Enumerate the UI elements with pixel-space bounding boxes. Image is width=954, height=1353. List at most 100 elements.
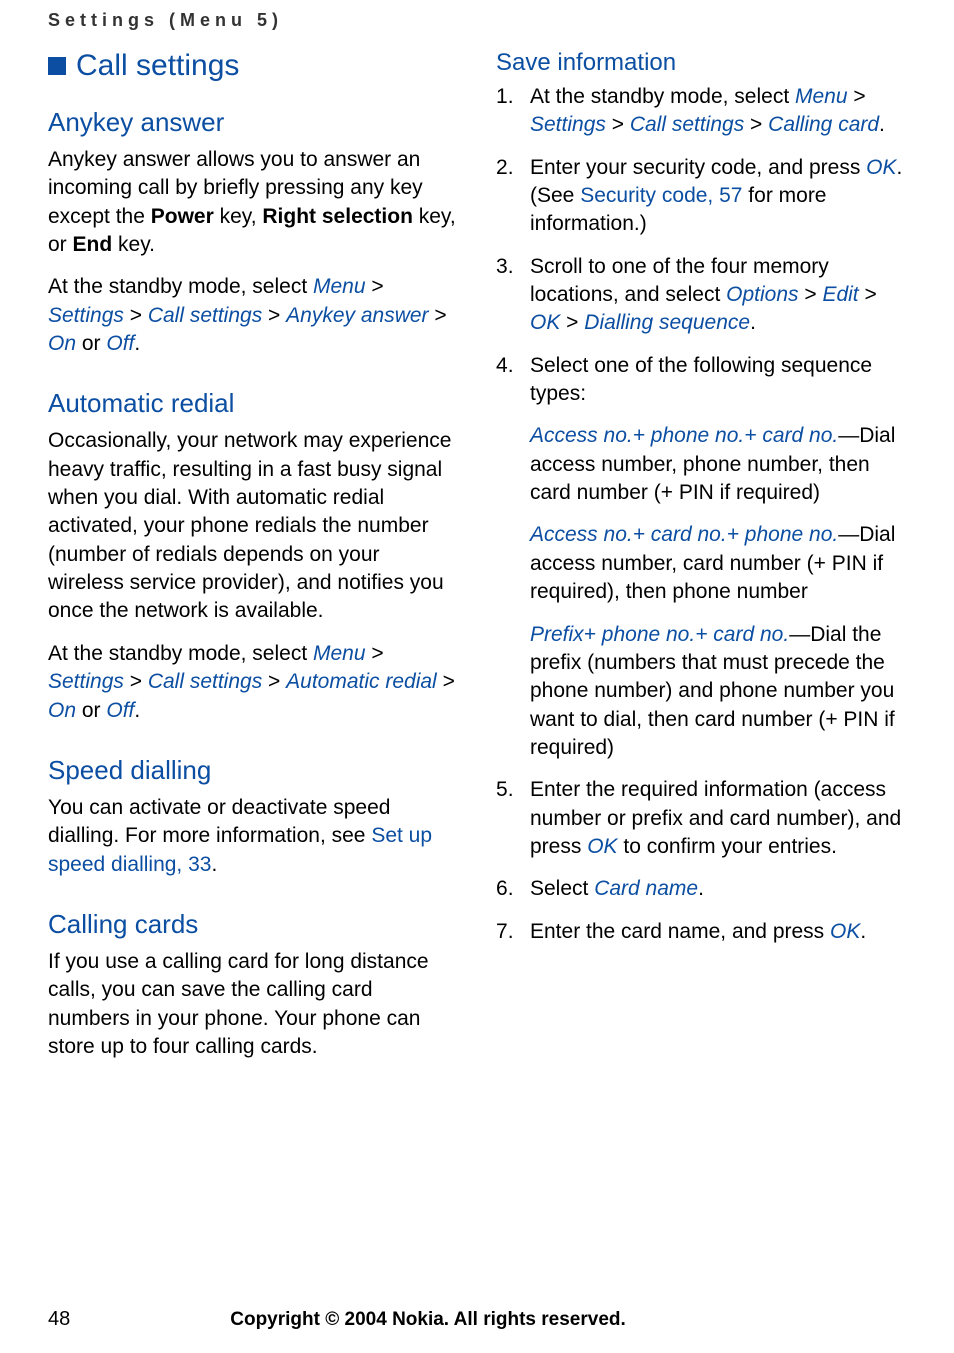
page-breadcrumb: Settings (Menu 5) [48, 10, 906, 31]
edit-link: Edit [822, 283, 858, 306]
text: > [429, 304, 447, 327]
seq3-title: Prefix+ phone no.+ card no. [530, 623, 789, 646]
anykey-paragraph-2: At the standby mode, select Menu > Setti… [48, 273, 458, 358]
two-column-layout: Call settings Anykey answer Anykey answe… [48, 49, 906, 1081]
copyright-text: Copyright © 2004 Nokia. All rights reser… [230, 1309, 626, 1331]
text: > [560, 311, 584, 334]
text: . [134, 332, 140, 355]
text: > [859, 283, 877, 306]
text: > [606, 113, 630, 136]
anykey-heading: Anykey answer [48, 107, 458, 138]
step-6: Select Card name. [496, 875, 906, 903]
automatic-redial-heading: Automatic redial [48, 388, 458, 419]
automatic-redial-link: Automatic redial [286, 670, 437, 693]
off-option: Off [106, 699, 134, 722]
calling-cards-heading: Calling cards [48, 909, 458, 940]
end-key-label: End [73, 233, 113, 256]
menu-link: Menu [313, 275, 366, 298]
text: Select one of the following sequence typ… [530, 354, 872, 405]
text: . [879, 113, 885, 136]
text: . [698, 877, 704, 900]
auto-paragraph-1: Occasionally, your network may experienc… [48, 427, 458, 625]
ok-label: OK [866, 156, 896, 179]
text: Enter the card name, and press [530, 920, 830, 943]
calling-cards-block: Calling cards If you use a calling card … [48, 909, 458, 1061]
text: > [848, 85, 866, 108]
dialling-sequence-link: Dialling sequence [584, 311, 750, 334]
cards-paragraph-1: If you use a calling card for long dista… [48, 948, 458, 1061]
text: key. [112, 233, 155, 256]
left-column: Call settings Anykey answer Anykey answe… [48, 49, 458, 1081]
text: > [366, 642, 384, 665]
section-heading-call-settings: Call settings [48, 49, 458, 83]
menu-link: Menu [795, 85, 848, 108]
ok-link: OK [530, 311, 560, 334]
text: > [366, 275, 384, 298]
on-option: On [48, 332, 76, 355]
automatic-redial-block: Automatic redial Occasionally, your netw… [48, 388, 458, 724]
section-title: Call settings [76, 49, 239, 83]
square-bullet-icon [48, 57, 66, 75]
step-5: Enter the required information (access n… [496, 776, 906, 861]
speed-dialling-block: Speed dialling You can activate or deact… [48, 755, 458, 879]
text: . [860, 920, 866, 943]
step-1: At the standby mode, select Menu > Setti… [496, 83, 906, 140]
anykey-answer-link: Anykey answer [286, 304, 428, 327]
text: > [744, 113, 768, 136]
text: You can activate or deactivate speed dia… [48, 796, 390, 847]
text: > [262, 670, 286, 693]
settings-link: Settings [530, 113, 606, 136]
save-information-heading: Save information [496, 49, 906, 77]
auto-paragraph-2: At the standby mode, select Menu > Setti… [48, 640, 458, 725]
card-name-link: Card name [594, 877, 698, 900]
step-7: Enter the card name, and press OK. [496, 918, 906, 946]
menu-link: Menu [313, 642, 366, 665]
step-2: Enter your security code, and press OK. … [496, 154, 906, 239]
options-link: Options [726, 283, 798, 306]
text: > [799, 283, 823, 306]
page-number: 48 [48, 1308, 70, 1331]
speed-dialling-heading: Speed dialling [48, 755, 458, 786]
text: to confirm your entries. [618, 835, 837, 858]
text: or [76, 699, 106, 722]
security-code-xref[interactable]: Security code, 57 [580, 184, 742, 207]
seq2-title: Access no.+ card no.+ phone no. [530, 523, 838, 546]
right-column: Save information At the standby mode, se… [496, 49, 906, 1081]
anykey-paragraph-1: Anykey answer allows you to answer an in… [48, 146, 458, 259]
text: > [124, 670, 148, 693]
off-option: Off [106, 332, 134, 355]
text: At the standby mode, select [530, 85, 795, 108]
power-key-label: Power [151, 205, 214, 228]
call-settings-link: Call settings [148, 304, 262, 327]
call-settings-link: Call settings [630, 113, 744, 136]
sequence-type-2: Access no.+ card no.+ phone no.—Dial acc… [530, 521, 906, 606]
text: key, [214, 205, 263, 228]
settings-link: Settings [48, 670, 124, 693]
sequence-type-1: Access no.+ phone no.+ card no.—Dial acc… [530, 422, 906, 507]
text: > [437, 670, 455, 693]
step-4: Select one of the following sequence typ… [496, 352, 906, 409]
text: Enter your security code, and press [530, 156, 866, 179]
save-information-steps: At the standby mode, select Menu > Setti… [496, 83, 906, 408]
save-information-steps-continued: Enter the required information (access n… [496, 776, 906, 946]
anykey-answer-block: Anykey answer Anykey answer allows you t… [48, 107, 458, 358]
settings-link: Settings [48, 304, 124, 327]
speed-paragraph-1: You can activate or deactivate speed dia… [48, 794, 458, 879]
seq1-title: Access no.+ phone no.+ card no. [530, 424, 838, 447]
page-footer: 48 Copyright © 2004 Nokia. All rights re… [48, 1308, 906, 1331]
text: Select [530, 877, 594, 900]
text: > [262, 304, 286, 327]
text: . [134, 699, 140, 722]
call-settings-link: Call settings [148, 670, 262, 693]
text: or [76, 332, 106, 355]
ok-label: OK [830, 920, 860, 943]
text: At the standby mode, select [48, 642, 313, 665]
calling-card-link: Calling card [768, 113, 879, 136]
right-selection-label: Right selection [262, 205, 413, 228]
text: > [124, 304, 148, 327]
ok-label: OK [587, 835, 617, 858]
on-option: On [48, 699, 76, 722]
sequence-type-3: Prefix+ phone no.+ card no.—Dial the pre… [530, 621, 906, 763]
step-3: Scroll to one of the four memory locatio… [496, 253, 906, 338]
text: At the standby mode, select [48, 275, 313, 298]
